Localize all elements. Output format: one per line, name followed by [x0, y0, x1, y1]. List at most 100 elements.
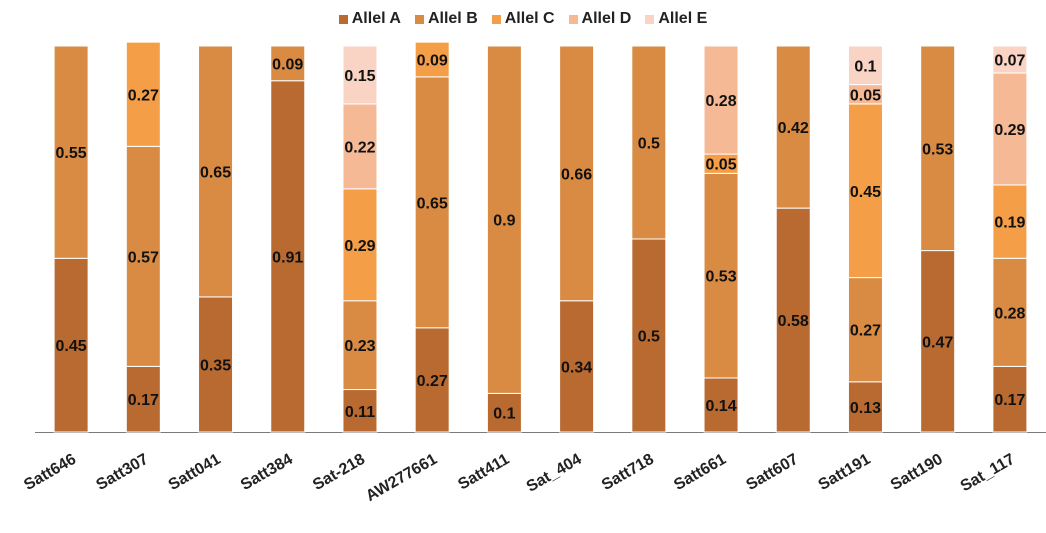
data-label-satt646-allel-b: 0.55: [56, 145, 87, 162]
x-tick-label-satt661: Satt661: [671, 451, 729, 494]
legend-label-allel-c: Allel C: [504, 10, 555, 27]
bar-segment-sat-117-allel-b: [992, 257, 1028, 367]
data-label-satt384-allel-a: 0.91: [272, 249, 303, 266]
bar-segment-satt607-allel-a: [775, 207, 811, 433]
x-tick-label-satt607: Satt607: [743, 451, 801, 494]
bar-segment-satt607-allel-b: [775, 45, 811, 209]
bar-segment-satt190-allel-b: [920, 45, 956, 252]
bar-segment-satt718-allel-b: [631, 45, 667, 240]
bar-segment-aw277661-allel-c: [414, 41, 450, 78]
data-label-satt190-allel-b: 0.53: [922, 141, 953, 158]
bar-segment-satt191-allel-a: [847, 381, 883, 433]
bar-segment-aw277661-allel-b: [414, 76, 450, 329]
data-label-sat-404-allel-b: 0.66: [561, 166, 592, 183]
legend-item-allel-d: Allel D: [568, 10, 632, 28]
x-tick-label-satt384: Satt384: [238, 451, 296, 494]
bar-segment-satt307-allel-c: [125, 41, 161, 147]
bar-segment-sat-218-allel-a: [342, 389, 378, 433]
legend-label-allel-d: Allel D: [581, 10, 632, 27]
data-label-aw277661-allel-b: 0.65: [417, 195, 448, 212]
legend-swatch-allel-b: [414, 14, 424, 24]
data-label-sat-218-allel-d: 0.22: [344, 139, 375, 156]
data-label-satt661-allel-a: 0.14: [705, 398, 736, 415]
data-label-satt191-allel-e: 0.1: [854, 58, 876, 75]
bar-segment-sat-218-allel-c: [342, 188, 378, 302]
data-label-sat-218-allel-a: 0.11: [345, 404, 375, 421]
bar-segment-sat-117-allel-a: [992, 365, 1028, 433]
data-label-satt384-allel-b: 0.09: [272, 56, 303, 73]
x-tick-label-sat-218: Sat-218: [310, 451, 368, 494]
legend-swatch-allel-e: [645, 14, 655, 24]
x-tick-label-satt307: Satt307: [94, 451, 152, 494]
bar-segment-satt190-allel-a: [920, 250, 956, 433]
x-tick-label-sat-117: Sat_117: [958, 451, 1018, 496]
data-label-sat-218-allel-b: 0.23: [344, 338, 375, 355]
x-tick-label-satt646: Satt646: [21, 451, 79, 494]
bar-segment-satt661-allel-b: [703, 172, 739, 379]
data-label-satt718-allel-a: 0.5: [638, 329, 660, 346]
legend-item-allel-b: Allel B: [414, 10, 478, 28]
bar-segment-sat-404-allel-b: [559, 45, 595, 302]
bar-segment-satt411-allel-a: [486, 392, 522, 433]
data-label-satt190-allel-a: 0.47: [922, 334, 953, 351]
bar-segment-satt041-allel-b: [198, 45, 234, 298]
data-label-sat-117-allel-d: 0.29: [994, 122, 1025, 139]
data-label-satt307-allel-b: 0.57: [128, 249, 159, 266]
data-label-sat-117-allel-a: 0.17: [994, 392, 1025, 409]
bar-segment-sat-117-allel-d: [992, 72, 1028, 186]
data-label-satt191-allel-b: 0.27: [850, 323, 881, 340]
legend-swatch-allel-c: [491, 14, 501, 24]
data-label-satt718-allel-b: 0.5: [638, 136, 660, 153]
bar-segment-satt384-allel-b: [270, 45, 306, 82]
data-label-satt411-allel-a: 0.1: [493, 406, 515, 423]
bar-segment-satt646-allel-a: [53, 257, 89, 433]
bar-segment-satt661-allel-d: [703, 45, 739, 155]
data-label-satt661-allel-b: 0.53: [705, 269, 736, 286]
data-label-satt646-allel-a: 0.45: [56, 338, 87, 355]
data-label-satt191-allel-d: 0.05: [850, 87, 881, 104]
bar-segment-sat-218-allel-e: [342, 45, 378, 105]
bar-segment-satt718-allel-a: [631, 238, 667, 433]
legend-swatch-allel-a: [338, 14, 348, 24]
data-label-satt191-allel-a: 0.13: [850, 400, 881, 417]
data-label-satt607-allel-b: 0.42: [778, 120, 809, 137]
data-label-aw277661-allel-a: 0.27: [417, 373, 448, 390]
data-label-satt661-allel-c: 0.05: [705, 157, 736, 174]
legend-item-allel-e: Allel E: [645, 10, 707, 28]
data-label-sat-117-allel-b: 0.28: [994, 305, 1025, 322]
x-tick-label-satt411: Satt411: [455, 451, 512, 494]
x-tick-label-satt190: Satt190: [888, 451, 946, 494]
bar-segment-sat-117-allel-e: [992, 45, 1028, 74]
x-tick-label-satt191: Satt191: [816, 451, 874, 494]
x-tick-label-sat-404: Sat_404: [524, 451, 585, 496]
bar-segment-sat-218-allel-b: [342, 300, 378, 391]
data-label-satt607-allel-a: 0.58: [778, 313, 809, 330]
data-label-satt041-allel-a: 0.35: [200, 357, 231, 374]
legend-label-allel-e: Allel E: [658, 10, 708, 27]
x-tick-label-satt718: Satt718: [599, 451, 657, 494]
data-label-satt307-allel-c: 0.27: [128, 87, 159, 104]
bar-segment-sat-404-allel-a: [559, 300, 595, 433]
bar-segment-sat-218-allel-d: [342, 103, 378, 190]
x-tick-label-aw277661: AW277661: [363, 451, 440, 505]
bar-segment-aw277661-allel-a: [414, 327, 450, 433]
bar-segment-satt191-allel-e: [847, 45, 883, 86]
data-label-sat-404-allel-a: 0.34: [561, 359, 592, 376]
legend-item-allel-c: Allel C: [491, 10, 555, 28]
legend-label-allel-a: Allel A: [351, 10, 401, 27]
bar-segment-sat-117-allel-c: [992, 184, 1028, 259]
data-label-satt307-allel-a: 0.17: [128, 392, 159, 409]
data-label-sat-117-allel-c: 0.19: [994, 215, 1025, 232]
legend-swatch-allel-d: [568, 14, 578, 24]
bar-segment-satt411-allel-b: [486, 45, 522, 394]
bar-segment-satt384-allel-a: [270, 80, 306, 433]
chart-legend: Allel A Allel B Allel C Allel D Allel E: [0, 10, 1046, 28]
data-label-aw277661-allel-c: 0.09: [417, 53, 448, 70]
data-label-satt411-allel-b: 0.9: [493, 213, 515, 230]
data-label-satt191-allel-c: 0.45: [850, 184, 881, 201]
legend-label-allel-b: Allel B: [427, 10, 478, 27]
data-label-satt041-allel-b: 0.65: [200, 164, 231, 181]
data-label-sat-218-allel-c: 0.29: [344, 238, 375, 255]
bar-segment-satt646-allel-b: [53, 45, 89, 259]
